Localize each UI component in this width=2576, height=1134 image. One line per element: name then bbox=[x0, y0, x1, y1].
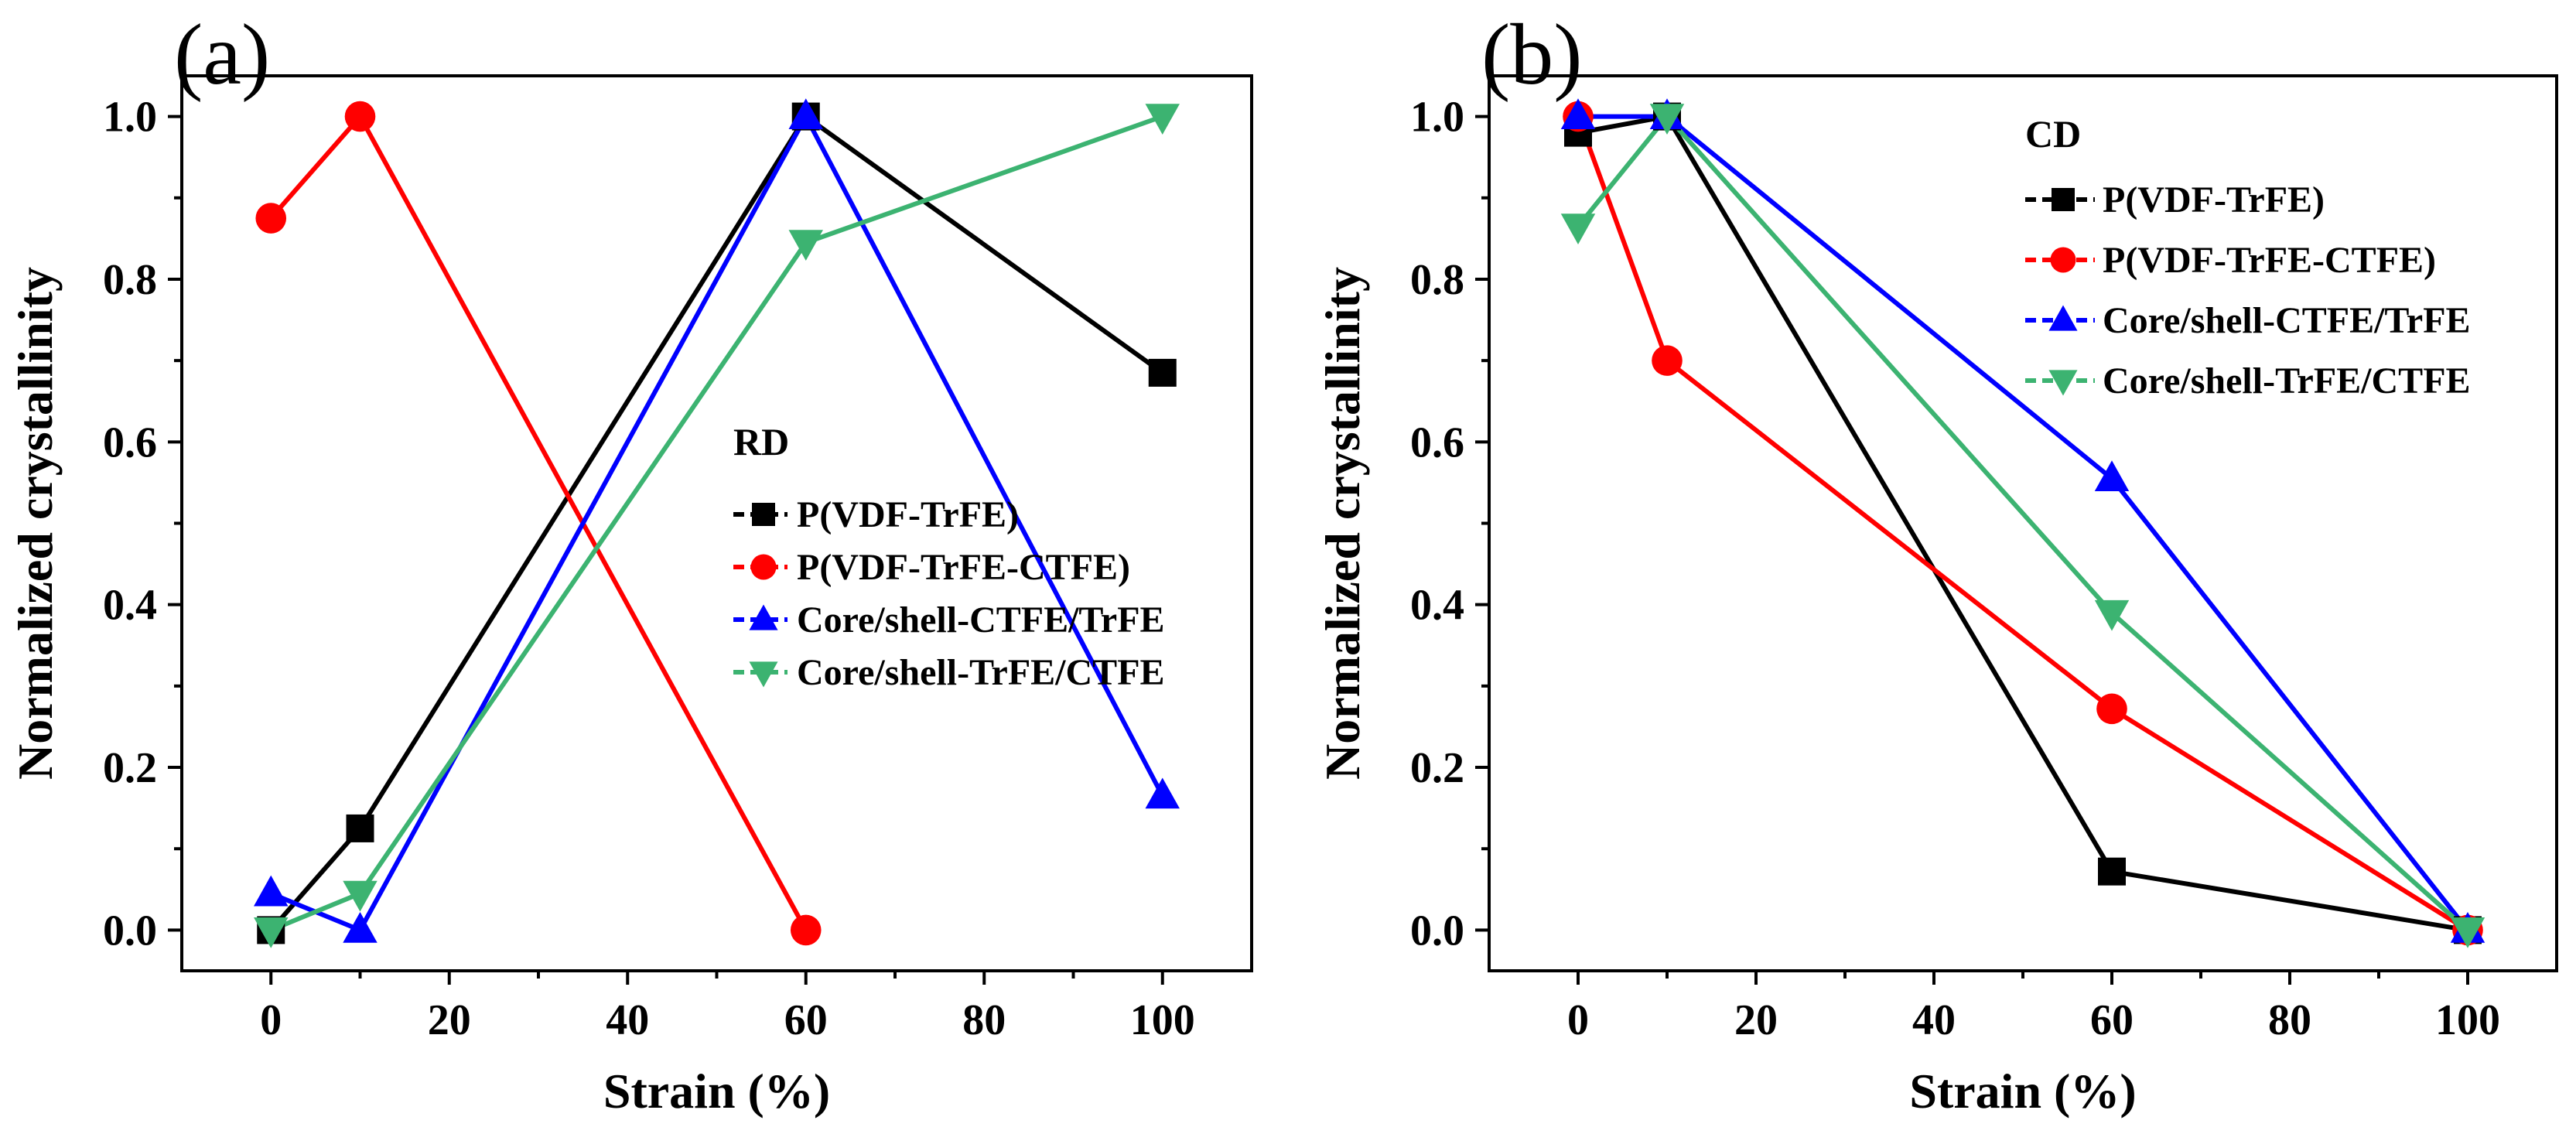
panel-b-label: (b) bbox=[1481, 7, 1583, 103]
panel-a-y-tick-label: 0.6 bbox=[103, 418, 157, 466]
panel-b-series-line-core-shell-trfe-ctfe bbox=[1576, 114, 2469, 932]
panel-a-legend-marker-p-vdf-trfe-ctfe bbox=[750, 554, 777, 580]
panel-a-point-core-shell-ctfe-trfe bbox=[788, 98, 823, 129]
panel-a-x-tick-label: 0 bbox=[260, 996, 282, 1044]
panel-a-point-p-vdf-trfe-ctfe bbox=[255, 203, 287, 234]
panel-b-series-line-p-vdf-trfe-ctfe bbox=[1576, 115, 2469, 932]
panel-a-plot-frame bbox=[180, 74, 1253, 972]
panel-b-point-p-vdf-trfe bbox=[2098, 857, 2126, 886]
panel-a-series-line-core-shell-trfe-ctfe bbox=[270, 114, 1163, 933]
panel-a-legend-title: RD bbox=[733, 420, 789, 463]
panel-b-legend-marker-p-vdf-trfe bbox=[2052, 188, 2075, 211]
panel-b-x-tick-label: 80 bbox=[2268, 996, 2311, 1044]
panel-a-point-core-shell-trfe-ctfe bbox=[788, 230, 823, 261]
panel-b-series-line-p-vdf-trfe bbox=[1577, 114, 2468, 933]
panel-a-series-line-p-vdf-trfe-ctfe bbox=[268, 114, 808, 931]
panel-a: 0 20 40 60 80 100 0.0 0.2 0.4 0.6 0.8 1.0 Strain (%)… bbox=[8, 7, 1253, 1119]
panel-b-point-core-shell-ctfe-trfe bbox=[2094, 460, 2130, 492]
panel-a-x-axis-title: Strain (%) bbox=[603, 1064, 830, 1119]
panel-a-legend-label-p-vdf-trfe-ctfe: P(VDF-TrFE-CTFE) bbox=[797, 547, 1130, 588]
panel-a-legend: RDP(VDF-TrFE) P(VDF-TrFE-CTFE) Core/shell-… bbox=[733, 420, 1165, 693]
panel-a-label: (a) bbox=[174, 7, 270, 103]
panel-a-x-tick-label: 80 bbox=[962, 996, 1006, 1044]
panel-a-point-core-shell-ctfe-trfe bbox=[343, 912, 378, 943]
panel-b-point-core-shell-ctfe-trfe bbox=[1560, 98, 1596, 129]
panel-a-y-tick-label: 0.0 bbox=[103, 907, 157, 955]
panel-b-legend-label-p-vdf-trfe-ctfe: P(VDF-TrFE-CTFE) bbox=[2103, 240, 2436, 281]
panel-a-point-core-shell-trfe-ctfe bbox=[1145, 104, 1180, 135]
panel-a-legend-marker-p-vdf-trfe bbox=[752, 503, 775, 526]
panel-b: 0 20 40 60 80 100 0.0 0.2 0.4 0.6 0.8 1.0 Strain (%)… bbox=[1315, 7, 2558, 1119]
panel-a-point-core-shell-trfe-ctfe bbox=[254, 917, 289, 948]
panel-a-series-line-p-vdf-trfe bbox=[268, 114, 1164, 932]
panel-a-legend-label-core-shell-trfe-ctfe: Core/shell-TrFE/CTFE bbox=[797, 652, 1165, 693]
panel-a-point-p-vdf-trfe-ctfe bbox=[344, 101, 376, 132]
panel-a-x-tick-label: 40 bbox=[606, 996, 649, 1044]
panel-a-y-axis-title: Normalized crystallinity bbox=[8, 267, 63, 780]
panel-b-x-tick-label: 0 bbox=[1567, 996, 1589, 1044]
panel-b-x-axis-title: Strain (%) bbox=[1909, 1064, 2136, 1119]
panel-a-y-tick-label: 1.0 bbox=[103, 94, 157, 142]
panel-a-point-core-shell-ctfe-trfe bbox=[1145, 777, 1180, 809]
panel-b-legend-marker-p-vdf-trfe-ctfe bbox=[2050, 247, 2076, 273]
panel-a-point-p-vdf-trfe bbox=[1148, 358, 1177, 387]
panel-b-point-p-vdf-trfe-ctfe bbox=[1652, 345, 1683, 376]
panel-b-y-tick-label: 0.8 bbox=[1410, 256, 1464, 304]
panel-b-x-tick-label: 20 bbox=[1734, 996, 1778, 1044]
panel-b-legend-marker-core-shell-ctfe-trfe bbox=[2048, 305, 2078, 331]
panel-b-y-tick-label: 0.2 bbox=[1410, 744, 1464, 792]
panel-a-y-tick-label: 0.4 bbox=[103, 582, 157, 630]
panel-b-point-core-shell-trfe-ctfe bbox=[1560, 213, 1596, 244]
panel-b-y-tick-label: 0.4 bbox=[1410, 582, 1464, 630]
panel-b-x-tick-label: 100 bbox=[2435, 996, 2500, 1044]
panel-b-point-core-shell-trfe-ctfe bbox=[1649, 104, 1685, 135]
panel-a-x-tick-label: 60 bbox=[784, 996, 828, 1044]
panel-a-point-p-vdf-trfe bbox=[346, 814, 374, 842]
panel-b-y-axis-title: Normalized crystallinity bbox=[1315, 267, 1370, 780]
panel-a-point-p-vdf-trfe-ctfe bbox=[790, 914, 822, 946]
panel-a-y-tick-label: 0.8 bbox=[103, 256, 157, 304]
panel-a-legend-marker-core-shell-trfe-ctfe bbox=[749, 661, 778, 688]
panel-a-legend-marker-core-shell-ctfe-trfe bbox=[749, 604, 778, 630]
panel-b-y-tick-label: 0.0 bbox=[1410, 907, 1464, 955]
panel-b-legend-label-core-shell-trfe-ctfe: Core/shell-TrFE/CTFE bbox=[2103, 360, 2471, 401]
panel-b-y-tick-label: 1.0 bbox=[1410, 94, 1464, 142]
panel-a-legend-label-core-shell-ctfe-trfe: Core/shell-CTFE/TrFE bbox=[797, 599, 1165, 640]
panel-b-series-line-core-shell-ctfe-trfe bbox=[1578, 114, 2470, 932]
panel-b-point-p-vdf-trfe-ctfe bbox=[2096, 693, 2127, 725]
panel-b-legend-marker-core-shell-trfe-ctfe bbox=[2048, 370, 2078, 396]
panel-a-point-core-shell-trfe-ctfe bbox=[343, 880, 378, 912]
panel-b-point-core-shell-trfe-ctfe bbox=[2450, 917, 2485, 948]
panel-b-y-tick-label: 0.6 bbox=[1410, 418, 1464, 466]
panel-b-x-tick-label: 40 bbox=[1912, 996, 1956, 1044]
panel-b-point-core-shell-trfe-ctfe bbox=[2094, 599, 2130, 631]
panel-b-legend-label-p-vdf-trfe: P(VDF-TrFE) bbox=[2103, 179, 2325, 220]
panel-a-x-tick-label: 20 bbox=[428, 996, 471, 1044]
panel-b-legend-title: CD bbox=[2025, 112, 2081, 155]
panel-a-point-core-shell-ctfe-trfe bbox=[254, 875, 289, 907]
panel-b-legend-label-core-shell-ctfe-trfe: Core/shell-CTFE/TrFE bbox=[2103, 300, 2471, 341]
panel-b-legend: CD P(VDF-TrFE) P(VDF-TrFE-CTFE) Core/shell-… bbox=[2025, 112, 2471, 401]
panel-a-series-line-core-shell-ctfe-trfe bbox=[270, 114, 1165, 933]
panel-a-legend-label-p-vdf-trfe: P(VDF-TrFE) bbox=[797, 494, 1019, 535]
panel-a-y-tick-label: 0.2 bbox=[103, 744, 157, 792]
panel-a-x-tick-label: 100 bbox=[1130, 996, 1195, 1044]
panel-b-x-tick-label: 60 bbox=[2090, 996, 2134, 1044]
